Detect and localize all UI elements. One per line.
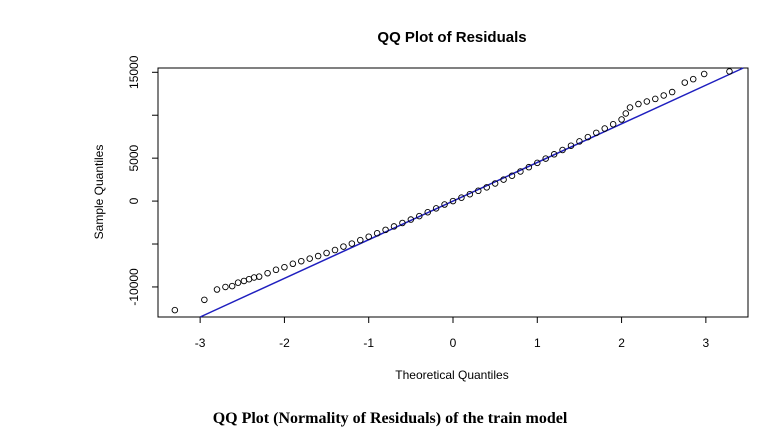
x-tick-label: 0 [450, 336, 457, 350]
data-point [201, 296, 208, 304]
y-tick-label: -10000 [127, 268, 141, 306]
data-point [171, 306, 179, 314]
data-point [348, 240, 356, 247]
data-point [416, 212, 423, 220]
data-point [255, 273, 263, 280]
data-point [407, 216, 415, 223]
data-point [289, 260, 297, 268]
data-point [382, 226, 389, 234]
data-point [700, 70, 708, 78]
data-point [365, 233, 372, 240]
data-point [567, 142, 575, 149]
y-tick-label: 0 [127, 197, 141, 204]
data-points [171, 68, 733, 314]
y-axis-label: Sample Quantiles [92, 145, 106, 240]
chart-title: QQ Plot of Residuals [377, 29, 526, 46]
data-point [272, 266, 280, 274]
data-point [550, 151, 558, 158]
data-point [323, 249, 330, 257]
data-point [466, 190, 474, 198]
data-point [660, 92, 667, 99]
data-point [609, 120, 617, 128]
data-point [689, 75, 697, 83]
data-point [681, 79, 689, 86]
data-point [525, 163, 533, 171]
data-point [281, 263, 288, 271]
data-point [643, 98, 651, 105]
x-tick-label: 2 [618, 336, 625, 350]
y-axis: -10000 0 5000 15000 [127, 55, 158, 306]
data-point [298, 257, 305, 265]
x-tick-label: -3 [195, 336, 206, 350]
data-point [357, 236, 364, 244]
x-axis-label: Theoretical Quantiles [395, 368, 508, 382]
data-point [475, 187, 482, 195]
data-point [449, 197, 457, 205]
data-point [483, 184, 490, 191]
data-point [234, 279, 242, 286]
data-point [264, 269, 271, 277]
x-tick-label: 3 [703, 336, 710, 350]
data-point [635, 100, 642, 108]
data-point [542, 155, 549, 162]
figure-caption: QQ Plot (Normality of Residuals) of the … [212, 410, 568, 427]
x-tick-label: -2 [279, 336, 290, 350]
data-point [222, 283, 229, 291]
data-point [726, 68, 733, 75]
data-point [213, 286, 221, 293]
data-point [517, 168, 524, 175]
data-point [432, 205, 440, 212]
data-point [508, 172, 516, 180]
data-point [618, 116, 625, 123]
x-axis: -3 -2 -1 0 1 2 3 [195, 317, 710, 350]
data-point [576, 138, 583, 145]
data-point [228, 282, 236, 290]
data-point [668, 88, 676, 96]
data-point [340, 243, 347, 250]
data-point [441, 201, 448, 208]
y-tick-label: 15000 [127, 55, 141, 89]
data-point [559, 146, 566, 154]
data-point [584, 133, 592, 141]
data-point [306, 255, 313, 262]
y-tick-label: 5000 [127, 144, 141, 171]
data-point [424, 208, 431, 216]
data-point [399, 219, 406, 227]
data-point [601, 125, 608, 132]
data-point [491, 180, 499, 187]
data-point [373, 230, 381, 237]
x-tick-label: 1 [534, 336, 541, 350]
data-point [314, 252, 322, 260]
x-tick-label: -1 [363, 336, 374, 350]
data-point [500, 176, 507, 183]
data-point [622, 110, 630, 117]
data-point [593, 129, 600, 137]
data-point [331, 246, 339, 254]
data-point [652, 95, 659, 103]
data-point [390, 223, 398, 230]
data-point [626, 104, 634, 111]
data-point [534, 159, 541, 167]
data-point [458, 194, 465, 201]
